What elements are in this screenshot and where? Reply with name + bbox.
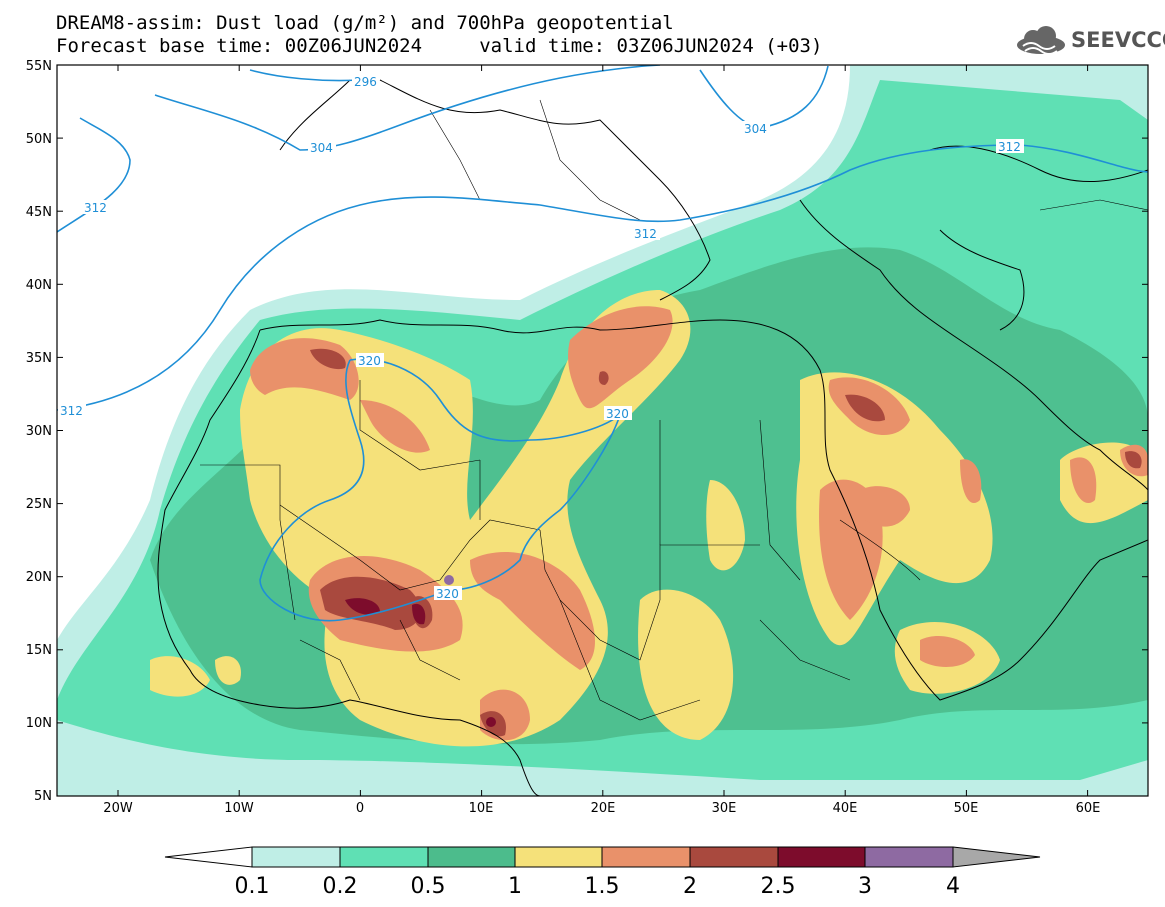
lon-label: 0 — [356, 801, 364, 816]
lat-label: 5N — [34, 789, 52, 804]
lat-label: 10N — [26, 716, 52, 731]
colorbar-label: 2.5 — [761, 874, 796, 899]
colorbar-segment — [601, 846, 691, 868]
tick-marks — [57, 64, 1148, 797]
lat-label: 45N — [26, 205, 52, 220]
lon-label: 10W — [224, 801, 254, 816]
colorbar: 0.1 0.2 0.5 1 1.5 2 2.5 3 4 — [164, 846, 1041, 899]
dust-field — [57, 65, 1148, 796]
colorbar-label: 0.1 — [235, 874, 270, 899]
lon-label: 20E — [591, 801, 616, 816]
lon-label: 20W — [103, 801, 133, 816]
colorbar-label: 1 — [508, 874, 522, 899]
lon-label: 40E — [833, 801, 858, 816]
colorbar-segment — [251, 846, 341, 868]
chart-subtitle: Forecast base time: 00Z06JUN2024 valid t… — [56, 35, 823, 57]
contour-label: 312 — [634, 227, 657, 241]
lat-label: 50N — [26, 132, 52, 147]
colorbar-label: 0.5 — [411, 874, 446, 899]
logo-text: SEEVCCC — [1071, 28, 1165, 52]
contour-label: 320 — [436, 587, 459, 601]
colorbar-label: 1.5 — [585, 874, 620, 899]
lat-label: 40N — [26, 278, 52, 293]
lat-label: 35N — [26, 351, 52, 366]
borders — [200, 99, 1148, 721]
lon-label: 60E — [1076, 801, 1101, 816]
colorbar-label: 2 — [683, 874, 697, 899]
contour-label: 304 — [310, 141, 333, 155]
lat-label: 55N — [26, 59, 52, 74]
lat-label: 15N — [26, 643, 52, 658]
colorbar-label: 4 — [946, 874, 960, 899]
colorbar-under-arrow — [164, 846, 253, 868]
contour-label: 304 — [744, 122, 767, 136]
contour-label: 296 — [354, 75, 377, 89]
lon-label: 10E — [469, 801, 494, 816]
contour-label: 320 — [358, 354, 381, 368]
colorbar-segment — [689, 846, 779, 868]
lat-label: 25N — [26, 497, 52, 512]
lon-label: 30E — [712, 801, 737, 816]
colorbar-segment — [514, 846, 603, 868]
colorbar-segment — [427, 846, 516, 868]
chart-title: DREAM8-assim: Dust load (g/m²) and 700hP… — [56, 12, 674, 34]
colorbar-segment — [339, 846, 429, 868]
latitude-labels: 55N 50N 45N 40N 35N 30N 25N 20N 15N 10N … — [26, 59, 52, 804]
contour-label: 320 — [606, 407, 629, 421]
longitude-labels: 20W 10W 0 10E 20E 30E 40E 50E 60E — [103, 801, 1100, 816]
colorbar-label: 3 — [858, 874, 872, 899]
lon-label: 50E — [954, 801, 979, 816]
contour-label: 312 — [998, 140, 1021, 154]
cloud-icon — [1017, 26, 1065, 55]
coastlines — [157, 79, 1148, 796]
lat-label: 30N — [26, 424, 52, 439]
colorbar-label: 0.2 — [323, 874, 358, 899]
colorbar-over-arrow — [952, 846, 1041, 868]
contour-label: 312 — [84, 201, 107, 215]
colorbar-segment — [864, 846, 954, 868]
seevccc-logo: SEEVCCC — [1013, 26, 1165, 56]
contour-labels: 296 304 304 312 312 312 312 320 320 320 — [58, 74, 1024, 601]
lat-label: 20N — [26, 570, 52, 585]
contour-label: 312 — [60, 404, 83, 418]
colorbar-segment — [777, 846, 866, 868]
